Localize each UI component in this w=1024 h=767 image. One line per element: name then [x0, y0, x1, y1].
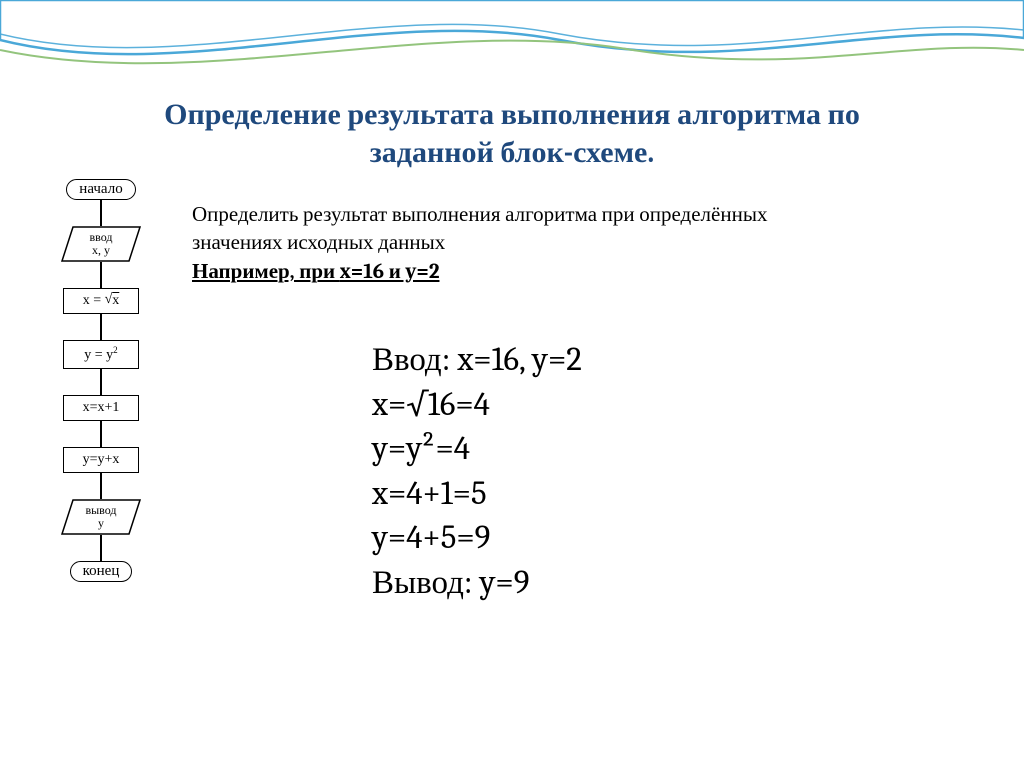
flowchart-end: конец: [70, 561, 133, 582]
flowchart-process-1: x = √x: [63, 288, 139, 314]
flowchart: начало ввод x, y x = √x y = y2 x=x+1 y=y…: [36, 179, 166, 605]
title-line-2: заданной блок-схеме.: [370, 135, 655, 170]
io-label-bottom: x, y: [92, 244, 110, 257]
io-label-bottom: y: [98, 517, 104, 530]
io-label-top: вывод: [85, 504, 116, 517]
flowchart-process-2: y = y2: [63, 340, 139, 369]
flowchart-start: начало: [66, 179, 135, 200]
flowchart-process-3: x=x+1: [63, 395, 139, 421]
slide-title: Определение результата выполнения алгори…: [0, 0, 1024, 171]
trace-line: y=y²=4: [372, 427, 1024, 472]
task-line-1: Определить результат выполнения алгоритм…: [192, 203, 767, 227]
flowchart-process-4: y=y+x: [63, 447, 139, 473]
trace-line: y=4+5=9: [372, 516, 1024, 561]
task-example: Например, при x=16 и y=2: [192, 260, 439, 284]
flowchart-output: вывод y: [61, 499, 141, 535]
trace-line: Ввод: x=16, y=2: [372, 338, 1024, 383]
right-column: Определить результат выполнения алгоритм…: [166, 179, 1024, 605]
flowchart-connector: [100, 535, 102, 561]
flowchart-input: ввод x, y: [61, 226, 141, 262]
trace-line: Вывод: y=9: [372, 561, 1024, 606]
task-line-2: значениях исходных данных: [192, 231, 445, 255]
flowchart-connector: [100, 200, 102, 226]
flowchart-connector: [100, 314, 102, 340]
flowchart-connector: [100, 421, 102, 447]
title-line-1: Определение результата выполнения алгори…: [164, 97, 860, 132]
trace-line: x=4+1=5: [372, 472, 1024, 517]
content-area: начало ввод x, y x = √x y = y2 x=x+1 y=y…: [0, 171, 1024, 605]
flowchart-connector: [100, 473, 102, 499]
task-description: Определить результат выполнения алгоритм…: [192, 201, 1024, 286]
flowchart-connector: [100, 262, 102, 288]
flowchart-connector: [100, 369, 102, 395]
trace-line: x=√16=4: [372, 383, 1024, 428]
execution-trace: Ввод: x=16, y=2 x=√16=4 y=y²=4 x=4+1=5 y…: [372, 338, 1024, 605]
